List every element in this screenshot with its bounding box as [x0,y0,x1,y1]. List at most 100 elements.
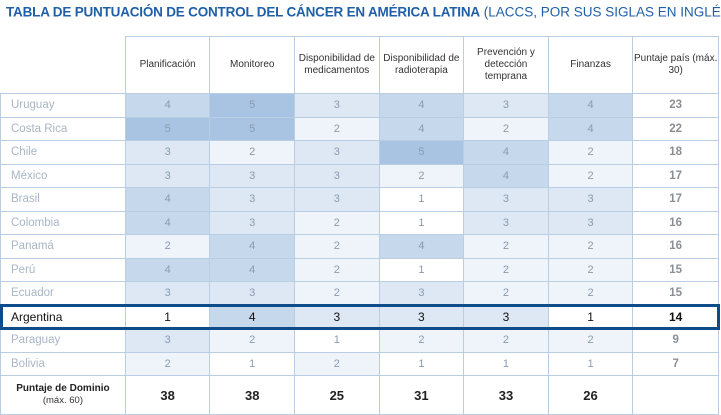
score-cell: 4 [463,163,549,188]
country-name: Costa Rica [0,116,126,141]
country-name: Argentina [0,304,126,329]
country-row: Perú 4 4 2 1 2 2 15 [0,257,719,282]
score-cell: 3 [547,187,634,212]
score-cell: 2 [124,351,211,376]
title-bold: TABLA DE PUNTUACIÓN DE CONTROL DEL CÁNCE… [6,4,480,20]
score-cell: 2 [209,140,296,165]
domain-score-monitoring: 38 [209,375,296,415]
country-total: 17 [632,187,719,212]
header-finance: Finanzas [547,36,634,94]
country-total: 14 [632,304,719,329]
score-cell: 2 [547,257,634,282]
country-row: Ecuador 3 3 2 3 2 2 15 [0,281,719,306]
domain-score-title: Puntaje de Dominio [16,383,110,394]
score-cell: 3 [209,281,296,306]
score-cell: 3 [463,210,549,235]
score-cell: 3 [378,281,465,306]
country-name: México [0,163,126,188]
score-cell: 1 [378,210,465,235]
score-cell: 4 [124,210,211,235]
score-cell: 4 [209,234,296,259]
country-total: 22 [632,116,719,141]
score-cell: 2 [463,234,549,259]
country-row: Argentina 1 4 3 3 3 1 14 [0,304,720,330]
score-cell: 4 [463,140,549,165]
score-cell: 1 [378,257,465,282]
score-cell: 3 [294,187,380,212]
score-cell: 3 [463,93,549,118]
score-cell: 1 [463,351,549,376]
domain-score-total [632,375,719,415]
score-cell: 3 [294,93,380,118]
laccs-score-table: Planificación Monitoreo Disponibilidad d… [0,36,720,415]
country-name: Colombia [0,210,126,235]
header-country-score: Puntaje país (máx. 30) [632,36,719,94]
country-row: Colombia 4 3 2 1 3 3 16 [0,210,719,235]
country-name: Ecuador [0,281,126,306]
country-row: Bolivia 2 1 2 1 1 1 7 [0,351,719,376]
score-cell: 4 [209,257,296,282]
country-name: Panamá [0,234,126,259]
score-cell: 3 [294,140,380,165]
score-cell: 1 [124,304,211,329]
score-cell: 1 [209,351,296,376]
score-cell: 2 [378,328,465,353]
country-name: Perú [0,257,126,282]
country-row: Chile 3 2 3 5 4 2 18 [0,140,719,165]
score-cell: 2 [294,281,380,306]
score-cell: 3 [209,187,296,212]
country-total: 16 [632,234,719,259]
score-cell: 3 [294,304,380,329]
score-cell: 2 [547,234,634,259]
country-name: Brasil [0,187,126,212]
score-cell: 5 [209,116,296,141]
score-cell: 4 [547,116,634,141]
header-radiotherapy-availability: Disponibilidad de radioterapia [378,36,465,94]
score-cell: 3 [209,210,296,235]
domain-score-radiotherapy: 31 [378,375,465,415]
score-cell: 1 [294,328,380,353]
score-cell: 4 [378,234,465,259]
score-cell: 2 [463,257,549,282]
score-cell: 3 [124,140,211,165]
score-cell: 1 [378,187,465,212]
score-cell: 3 [294,163,380,188]
score-cell: 4 [378,116,465,141]
domain-score-row: Puntaje de Dominio (máx. 60) 38 38 25 31… [0,375,719,415]
country-total: 15 [632,257,719,282]
country-row: Uruguay 4 5 3 4 3 4 23 [0,93,719,118]
country-total: 17 [632,163,719,188]
header-medicine-availability: Disponibilidad de medicamentos [294,36,380,94]
score-cell: 2 [209,328,296,353]
country-total: 16 [632,210,719,235]
table-title: TABLA DE PUNTUACIÓN DE CONTROL DEL CÁNCE… [6,4,721,20]
header-planning: Planificación [124,36,211,94]
domain-score-max: (máx. 60) [42,395,83,406]
country-name: Chile [0,140,126,165]
domain-score-planning: 38 [124,375,211,415]
score-cell: 3 [124,163,211,188]
score-cell: 4 [209,304,296,329]
score-cell: 3 [124,328,211,353]
score-cell: 2 [124,234,211,259]
country-total: 15 [632,281,719,306]
header-row: Planificación Monitoreo Disponibilidad d… [0,36,719,94]
header-prevention-detection: Prevención y detección temprana [463,36,549,94]
score-cell: 2 [547,163,634,188]
score-cell: 5 [378,140,465,165]
score-cell: 1 [547,351,634,376]
score-cell: 2 [463,281,549,306]
country-row: Panamá 2 4 2 4 2 2 16 [0,234,719,259]
score-cell: 5 [124,116,211,141]
score-cell: 2 [294,210,380,235]
title-normal: (LACCS, POR SUS SIGLAS EN INGLÉS) [479,4,721,20]
domain-score-medicine: 25 [294,375,380,415]
country-row: Costa Rica 5 5 2 4 2 4 22 [0,116,719,141]
score-cell: 5 [209,93,296,118]
score-cell: 2 [463,328,549,353]
score-cell: 2 [294,351,380,376]
score-cell: 3 [378,304,465,329]
score-cell: 4 [378,93,465,118]
score-cell: 1 [378,351,465,376]
country-total: 9 [632,328,719,353]
